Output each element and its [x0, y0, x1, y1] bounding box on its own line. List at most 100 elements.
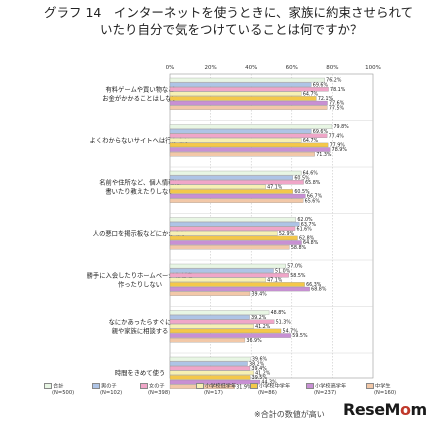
legend-series-name: 合計: [53, 383, 64, 390]
legend-sample-size: (N=102): [100, 389, 123, 396]
legend-series-name: 小学校低学年: [205, 383, 237, 390]
legend-item: 男の子 (N=102): [92, 383, 122, 396]
bar: [169, 105, 328, 110]
chart-title-line1: グラフ 14 インターネットを使うときに、家族に約束させられて: [44, 5, 414, 20]
data-label: 72.1%: [318, 96, 334, 102]
data-label: 39.4%: [251, 366, 267, 372]
bar: [169, 151, 315, 157]
legend-item: 合計 (N=500): [44, 383, 74, 396]
bar: [169, 356, 251, 362]
data-label: 64.7%: [303, 92, 319, 98]
bar: [169, 240, 302, 245]
bar: [169, 366, 251, 371]
data-label: 64.7%: [303, 138, 319, 144]
legend-item: 女の子 (N=398): [140, 383, 170, 396]
logo-text-3: m: [410, 400, 427, 419]
bar: [169, 189, 293, 194]
legend-series-name: 中学生: [375, 383, 391, 390]
bar: [169, 221, 300, 227]
data-label: 78.9%: [332, 147, 348, 153]
category-label: お金がかかることはしない: [102, 94, 178, 103]
bar: [169, 124, 333, 129]
data-label: 44.3%: [261, 380, 277, 386]
legend-sample-size: (N=86): [258, 389, 277, 396]
legend-sample-size: (N=17): [204, 389, 223, 396]
legend-swatch: [366, 383, 374, 389]
bar: [169, 217, 297, 222]
bar: [169, 170, 302, 176]
bar: [169, 138, 302, 143]
data-label: 41.2%: [255, 371, 271, 377]
category-label: 勝手に入会したりホームページなどを: [87, 271, 194, 280]
bar: [169, 235, 298, 241]
category-label: 時間をきめて使う: [115, 368, 165, 377]
legend-item: 中学生 (N=160): [366, 383, 396, 396]
legend-sample-size: (N=500): [52, 389, 75, 396]
logo-text-2: o: [399, 400, 411, 419]
data-label: 52.9%: [279, 231, 295, 237]
bar: [169, 282, 305, 287]
category-label: 人の悪口を掲示板などにかかない: [93, 229, 187, 238]
bar: [169, 370, 254, 376]
bar: [169, 175, 293, 180]
legend-swatch: [44, 383, 52, 389]
data-label: 58.8%: [291, 245, 307, 251]
category-label: 有料ゲームや買い物など: [105, 85, 175, 94]
bar: [169, 379, 261, 385]
bar: [169, 100, 328, 106]
data-label: 39.6%: [252, 357, 268, 363]
legend-series-name: 男の子: [101, 383, 117, 390]
x-tick-label: 100%: [365, 65, 381, 71]
chart-title: グラフ 14 インターネットを使うときに、家族に約束させられて いたり自分で気を…: [44, 4, 444, 38]
data-label: 47.1%: [267, 185, 283, 191]
data-label: 69.6%: [313, 129, 329, 135]
x-tick-label: 0%: [166, 65, 175, 71]
bar: [169, 96, 317, 101]
legend-series-name: 小学校高学年: [315, 383, 347, 390]
data-label: 61.6%: [297, 226, 313, 232]
bar: [169, 319, 275, 324]
data-label: 66.3%: [306, 282, 322, 288]
bar: [169, 128, 312, 134]
category-label: なにかあったらすぐに: [109, 318, 172, 326]
data-label: 64.8%: [303, 240, 319, 246]
data-label: 31.9%: [236, 384, 252, 390]
data-label: 48.8%: [271, 310, 287, 316]
bar: [169, 291, 251, 296]
data-label: 39.2%: [251, 315, 267, 321]
bar: [169, 180, 304, 185]
data-label: 65.8%: [305, 180, 321, 186]
legend-swatch: [196, 383, 204, 389]
data-label: 41.2%: [255, 324, 271, 330]
legend-sample-size: (N=237): [314, 389, 337, 396]
data-label: 54.7%: [283, 329, 299, 335]
data-label: 66.7%: [307, 194, 323, 200]
data-label: 69.6%: [313, 82, 329, 88]
legend-series-name: 小学校中学年: [259, 383, 291, 390]
category-label: よくわからないサイトへは行かない: [90, 136, 191, 145]
data-label: 57.0%: [287, 264, 303, 270]
bar: [169, 198, 304, 203]
data-label: 59.5%: [292, 333, 308, 339]
legend-swatch: [140, 383, 148, 389]
category-label: 作ったりしない: [118, 280, 162, 289]
legend-swatch: [250, 383, 258, 389]
legend-item: 小学校高学年 (N=237): [306, 383, 346, 396]
bar: [169, 77, 325, 83]
data-label: 60.5%: [294, 175, 310, 181]
resemom-logo: ReseMom: [343, 400, 427, 419]
bar: [169, 147, 331, 152]
bar: [169, 314, 250, 320]
bar: [169, 226, 296, 231]
data-label: 71.3%: [316, 152, 332, 158]
bar: [169, 184, 266, 190]
data-label: 62.8%: [299, 236, 315, 242]
category-label: 親や家族に相談する: [112, 326, 169, 335]
bar: [169, 361, 248, 366]
bar: [169, 375, 251, 380]
chart-legend: 合計 (N=500) 男の子 (N=102) 女の子 (N=398) 小学校低学年 (N=17…: [44, 383, 444, 405]
data-label: 39.5%: [252, 375, 268, 381]
bar: [169, 87, 329, 92]
